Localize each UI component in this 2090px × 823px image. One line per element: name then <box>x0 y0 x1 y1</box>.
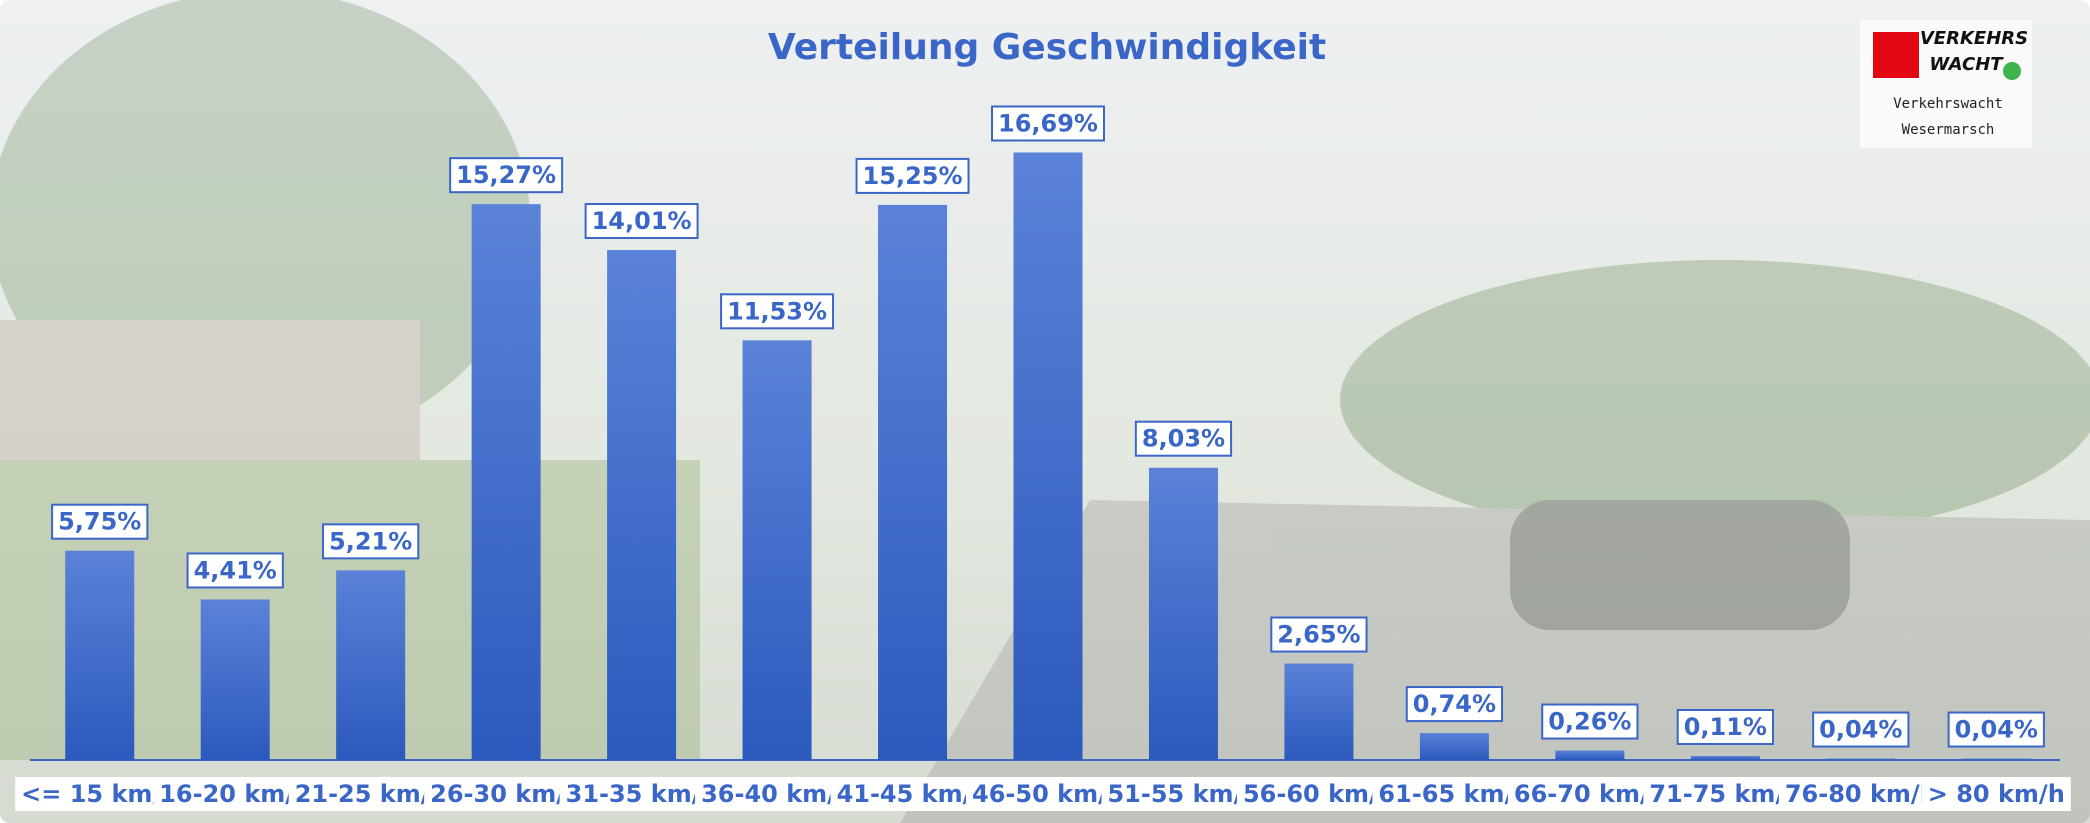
value-label: 0,04% <box>1819 716 1902 744</box>
logo-caption: Verkehrswacht <box>1893 96 2003 112</box>
logo-text: WACHT <box>1929 54 2004 75</box>
x-tick-label: 21-25 km/h <box>295 780 447 808</box>
x-tick-label: 66-70 km/h <box>1514 780 1666 808</box>
value-label: 15,27% <box>456 161 556 189</box>
bar <box>1420 733 1489 760</box>
chart-title: Verteilung Geschwindigkeit <box>768 27 1326 68</box>
bar <box>1826 759 1895 760</box>
value-label: 0,11% <box>1684 713 1767 741</box>
bar <box>878 205 947 760</box>
bar <box>472 204 541 760</box>
logo-dot <box>2003 62 2021 80</box>
value-label: 5,75% <box>58 508 141 536</box>
x-tick-label: 61-65 km/h <box>1378 780 1530 808</box>
chart: Verteilung Geschwindigkeit VERKEHRS WACH… <box>0 0 2090 823</box>
bar <box>1284 664 1353 760</box>
x-tick-label: > 80 km/h <box>1928 780 2065 808</box>
value-label: 0,74% <box>1413 690 1496 718</box>
value-label: 0,04% <box>1955 716 2038 744</box>
logo-text: VERKEHRS <box>1920 28 2028 49</box>
x-tick-label: 56-60 km/h <box>1243 780 1395 808</box>
bar <box>1962 759 2031 760</box>
value-label: 0,26% <box>1548 708 1631 736</box>
bar <box>607 250 676 760</box>
bar <box>1555 751 1624 760</box>
x-tick-label: 31-35 km/h <box>566 780 718 808</box>
bar <box>743 340 812 760</box>
value-label: 5,21% <box>329 527 412 555</box>
logo-caption: Wesermarsch <box>1902 122 1995 138</box>
value-label: 2,65% <box>1277 621 1360 649</box>
bar <box>65 551 134 760</box>
logo-flag <box>1873 32 1919 78</box>
value-label: 11,53% <box>727 297 827 325</box>
x-tick-label: 36-40 km/h <box>701 780 853 808</box>
bar <box>1691 756 1760 760</box>
logo: VERKEHRS WACHT Verkehrswacht Wesermarsch <box>1860 20 2032 148</box>
x-tick-label: 26-30 km/h <box>430 780 582 808</box>
value-label: 14,01% <box>592 207 692 235</box>
x-tick-label: 41-45 km/h <box>837 780 989 808</box>
value-label: 15,25% <box>863 162 963 190</box>
x-tick-label: 51-55 km/h <box>1107 780 1259 808</box>
x-tick-label: 76-80 km/h <box>1785 780 1937 808</box>
bar <box>1014 152 1083 760</box>
x-tick-label: 71-75 km/h <box>1649 780 1801 808</box>
bar <box>201 599 270 760</box>
value-label: 16,69% <box>998 109 1098 137</box>
value-label: 4,41% <box>194 556 277 584</box>
x-tick-label: 46-50 km/h <box>972 780 1124 808</box>
bar <box>1149 468 1218 760</box>
bar <box>336 570 405 760</box>
value-label: 8,03% <box>1142 425 1225 453</box>
x-tick-label: 16-20 km/h <box>159 780 311 808</box>
